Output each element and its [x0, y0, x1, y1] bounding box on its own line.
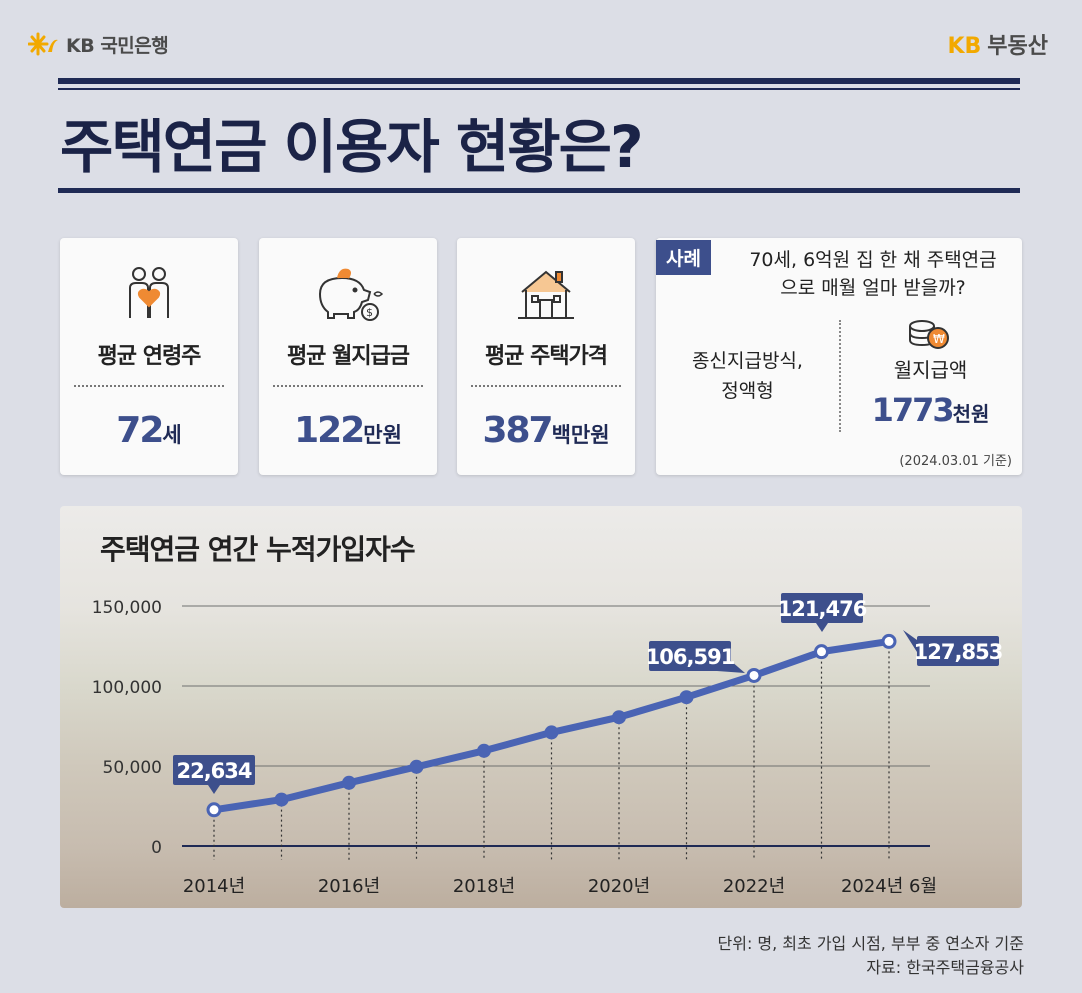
- stat-number: 72: [116, 410, 164, 451]
- data-point: [612, 710, 626, 725]
- piggy-bank-icon: $: [259, 264, 437, 324]
- data-label-box: [173, 755, 255, 785]
- data-label: 22,634: [176, 759, 251, 783]
- payment-method-line1: 종신지급방식,: [692, 350, 803, 372]
- case-badge: 사례: [656, 240, 711, 275]
- kb-kookmin-text: KB 국민은행: [66, 34, 169, 57]
- stat-card-house-price: 평균 주택가격 387백만원: [457, 238, 635, 475]
- stat-number: 122: [294, 410, 365, 451]
- dotted-divider: [471, 385, 621, 387]
- stat-label: 평균 연령주: [97, 344, 202, 369]
- data-point: [477, 743, 491, 758]
- data-point: [679, 690, 694, 705]
- data-label-pointer: [903, 630, 917, 652]
- svg-text:$: $: [366, 306, 373, 319]
- x-tick-label: 2024년 6월: [841, 876, 937, 897]
- data-point: [342, 775, 356, 790]
- y-tick-label: 50,000: [103, 758, 162, 778]
- data-label: 106,591: [646, 645, 735, 669]
- page-title: 주택연금 이용자 현황은?: [60, 113, 644, 181]
- data-point: [746, 667, 762, 683]
- data-label-box: [781, 593, 863, 623]
- title-top-rule: [58, 78, 1020, 84]
- couple-heart-icon: [60, 264, 238, 324]
- case-question-line2: 으로 매월 얼마 받을까?: [780, 277, 966, 299]
- data-point: [274, 792, 289, 807]
- payment-method: 종신지급방식, 정액형: [656, 346, 839, 406]
- data-label-pointer: [816, 623, 828, 632]
- monthly-amount-number: 1773: [871, 391, 955, 429]
- kb-kookmin-logo: KB 국민은행: [28, 30, 169, 58]
- title-bottom-rule: [58, 188, 1020, 193]
- x-tick-label: 2016년: [318, 876, 380, 897]
- monthly-amount-value: 1773천원: [839, 391, 1022, 429]
- case-question: 70세, 6억원 집 한 채 주택연금 으로 매월 얼마 받을까?: [728, 246, 1018, 302]
- kb-real-estate-name: 부동산: [987, 34, 1048, 59]
- house-icon: [457, 264, 635, 324]
- coin-stack-icon: ₩: [909, 320, 949, 349]
- data-label-box: [917, 636, 999, 666]
- case-question-line1: 70세, 6억원 집 한 채 주택연금: [749, 249, 997, 271]
- dotted-divider: [273, 385, 423, 387]
- footnote-source: 자료: 한국주택금융공사: [866, 958, 1024, 977]
- stat-card-age: 평균 연령주 72세: [60, 238, 238, 475]
- chart-panel: [60, 506, 1022, 908]
- data-label-box: [649, 641, 731, 671]
- data-label-pointer: [208, 785, 220, 794]
- case-date-note: (2024.03.01 기준): [899, 454, 1012, 469]
- stat-unit: 백만원: [551, 423, 610, 447]
- kb-mark: KB: [947, 34, 982, 59]
- stat-unit: 세: [162, 423, 182, 447]
- data-point: [814, 644, 829, 660]
- data-label: 121,476: [778, 597, 867, 621]
- stat-unit: 만원: [363, 423, 402, 447]
- payment-method-line2: 정액형: [721, 380, 774, 402]
- data-point: [881, 633, 897, 649]
- case-divider: [839, 320, 841, 432]
- y-tick-label: 100,000: [92, 678, 162, 698]
- x-tick-label: 2018년: [453, 876, 515, 897]
- x-tick-label: 2022년: [723, 876, 785, 897]
- stat-value: 387백만원: [457, 410, 635, 451]
- data-label: 127,853: [914, 640, 1003, 664]
- data-point: [409, 759, 424, 774]
- title-top-thin-rule: [58, 88, 1020, 90]
- x-tick-label: 2014년: [183, 876, 245, 897]
- stat-card-monthly-payment: $ 평균 월지급금 122만원: [259, 238, 437, 475]
- footnote-unit: 단위: 명, 최초 가입 시점, 부부 중 연소자 기준: [717, 934, 1025, 953]
- dotted-divider: [74, 385, 224, 387]
- kb-real-estate-logo: KB 부동산: [947, 28, 1048, 60]
- data-point: [544, 725, 559, 740]
- chart-title: 주택연금 연간 누적가입자수: [100, 533, 416, 566]
- y-tick-label: 150,000: [92, 598, 162, 618]
- stat-value: 122만원: [259, 410, 437, 451]
- svg-text:₩: ₩: [933, 332, 945, 346]
- x-tick-label: 2020년: [588, 876, 650, 897]
- stat-label: 평균 월지급금: [286, 344, 410, 369]
- monthly-amount-label: 월지급액: [893, 358, 968, 382]
- case-study-card: 사례 70세, 6억원 집 한 채 주택연금 으로 매월 얼마 받을까? 종신지…: [656, 238, 1022, 475]
- kb-star-icon: [28, 32, 58, 56]
- stat-number: 387: [482, 410, 553, 451]
- stat-label: 평균 주택가격: [484, 344, 608, 369]
- data-label-pointer: [717, 661, 745, 673]
- y-tick-label: 0: [151, 838, 162, 858]
- stat-value: 72세: [60, 410, 238, 451]
- monthly-amount-unit: 천원: [952, 402, 990, 426]
- data-point: [206, 802, 222, 818]
